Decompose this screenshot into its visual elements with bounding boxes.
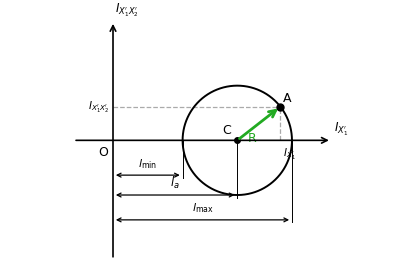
Text: $l_{\mathrm{max}}$: $l_{\mathrm{max}}$ (192, 202, 213, 215)
Text: A: A (283, 92, 292, 105)
Text: $l_a$: $l_a$ (170, 174, 180, 190)
Text: $I_{X_1'}$: $I_{X_1'}$ (334, 121, 348, 138)
Text: $l_{\mathrm{min}}$: $l_{\mathrm{min}}$ (138, 157, 158, 171)
Text: $I_{X_1'X_2'}$: $I_{X_1'X_2'}$ (115, 1, 139, 19)
Text: $I_{X_1'}$: $I_{X_1'}$ (283, 147, 296, 163)
Text: R: R (248, 132, 257, 145)
Text: $I_{X_1'X_2'}$: $I_{X_1'X_2'}$ (88, 99, 109, 115)
Text: C: C (222, 124, 231, 137)
Text: O: O (99, 146, 108, 159)
